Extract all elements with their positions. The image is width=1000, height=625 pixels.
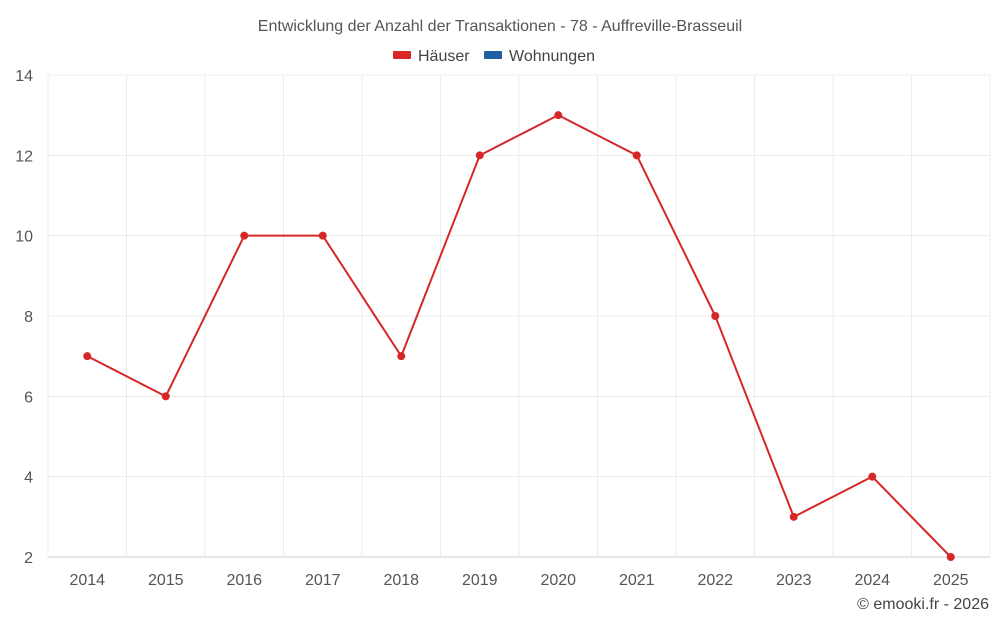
legend-swatch-apartments xyxy=(484,51,502,59)
grid xyxy=(47,74,991,558)
x-tick-label: 2021 xyxy=(619,572,655,589)
y-tick-label: 8 xyxy=(24,309,33,326)
y-tick-label: 6 xyxy=(24,389,33,406)
data-point[interactable] xyxy=(868,472,877,481)
legend-item-houses[interactable]: Häuser xyxy=(393,48,470,65)
data-point[interactable] xyxy=(83,352,92,361)
legend: Häuser Wohnungen xyxy=(393,48,595,65)
legend-label-apartments: Wohnungen xyxy=(509,48,595,65)
series-line xyxy=(86,114,952,558)
x-tick-label: 2024 xyxy=(854,572,890,589)
legend-swatch-houses xyxy=(393,51,411,59)
x-tick-label: 2015 xyxy=(148,572,184,589)
data-point[interactable] xyxy=(318,231,327,240)
x-tick-label: 2018 xyxy=(383,572,419,589)
plot-area xyxy=(83,111,955,561)
data-point[interactable] xyxy=(946,553,955,561)
x-axis: 2014 2015 2016 2017 2018 2019 2020 2021 2022 2023… xyxy=(69,572,968,589)
legend-label-houses: Häuser xyxy=(418,48,470,65)
x-tick-label: 2023 xyxy=(776,572,812,589)
y-tick-label: 10 xyxy=(15,229,33,246)
data-point[interactable] xyxy=(632,151,641,160)
x-tick-label: 2016 xyxy=(226,572,262,589)
data-point[interactable] xyxy=(711,312,720,320)
x-tick-label: 2022 xyxy=(697,572,733,589)
x-tick-label: 2020 xyxy=(540,572,576,589)
data-point[interactable] xyxy=(554,111,563,120)
x-tick-label: 2017 xyxy=(305,572,341,589)
data-point[interactable] xyxy=(161,392,170,401)
data-point[interactable] xyxy=(475,151,484,160)
y-axis: 2 4 6 8 10 12 14 xyxy=(15,68,33,567)
data-point[interactable] xyxy=(789,512,798,521)
x-tick-label: 2014 xyxy=(69,572,105,589)
credit-text: © emooki.fr - 2026 xyxy=(857,596,989,613)
x-tick-label: 2025 xyxy=(933,572,969,589)
y-tick-label: 14 xyxy=(15,68,33,85)
data-point[interactable] xyxy=(397,352,406,361)
chart-title: Entwicklung der Anzahl der Transaktionen… xyxy=(258,18,742,35)
y-tick-label: 12 xyxy=(15,148,33,165)
x-tick-label: 2019 xyxy=(462,572,498,589)
legend-item-apartments[interactable]: Wohnungen xyxy=(484,48,595,65)
y-tick-label: 4 xyxy=(24,470,33,487)
y-tick-label: 2 xyxy=(24,550,33,567)
data-point[interactable] xyxy=(240,231,249,240)
